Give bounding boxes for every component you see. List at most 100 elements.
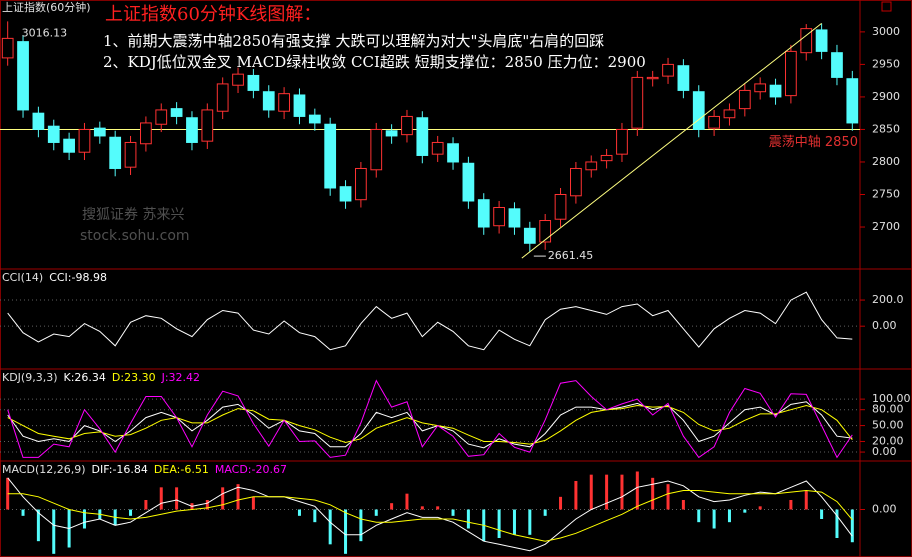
y-tick-label: 100.00 — [872, 392, 911, 405]
macd-bar — [681, 500, 685, 510]
candle-body — [631, 76, 644, 129]
y-tick-label: 2850 — [872, 122, 900, 135]
legend-entry: K:26.34 — [64, 371, 106, 384]
macd-bar — [236, 484, 240, 510]
y-tick-label: 0.00 — [872, 503, 897, 516]
y-tick-label: 2900 — [872, 90, 900, 103]
y-tick-label: 80.00 — [872, 403, 904, 416]
candle-body — [232, 73, 244, 86]
macd-bar — [589, 474, 593, 510]
watermark: stock.sohu.com — [80, 228, 190, 244]
macd-bar — [144, 500, 148, 510]
candle-body — [662, 63, 674, 77]
candle-body — [477, 199, 490, 228]
y-tick-label: 2950 — [872, 57, 900, 70]
legend-entry: DIF:-16.84 — [92, 463, 148, 476]
candle-body — [186, 117, 198, 143]
candle-body — [247, 74, 260, 91]
candle-body — [846, 78, 859, 124]
candle-body — [646, 76, 659, 80]
candle-body — [324, 123, 337, 189]
legend-entry: MACD:-20.67 — [215, 463, 287, 476]
candle-body — [385, 130, 398, 137]
candle-body — [815, 29, 828, 52]
legend-entry: J:32.42 — [161, 371, 200, 384]
macd-bar — [390, 503, 394, 510]
candle-body — [32, 112, 45, 130]
macd-bar — [159, 487, 163, 510]
candle-body — [140, 122, 152, 145]
macd-bar — [21, 509, 25, 516]
macd-bar — [727, 509, 731, 523]
macd-bar — [313, 509, 317, 523]
series-line — [7, 401, 853, 449]
candle-body — [508, 208, 521, 228]
legend-entry: CCI:-98.98 — [49, 271, 107, 284]
macd-bar — [466, 509, 470, 529]
candle-body — [278, 93, 290, 112]
note: 2、KDJ低位双金叉 MACD绿柱收敛 CCI超跌 短期支撑位：2850 压力位… — [103, 53, 646, 71]
trend-line — [521, 23, 822, 259]
candle-body — [355, 167, 367, 201]
y-tick-label: 50.00 — [872, 419, 904, 432]
candle-body — [616, 128, 628, 155]
y-tick-label: 0.00 — [872, 319, 897, 332]
y-tick-label: 3000 — [872, 25, 900, 38]
watermark: 搜狐证券 苏来兴 — [82, 207, 184, 223]
candle-body — [431, 141, 444, 155]
candle-body — [554, 193, 567, 220]
macd-bar — [635, 471, 639, 510]
candle-body — [692, 91, 705, 130]
candle-body — [447, 143, 459, 163]
high-label: 3016.13 — [22, 26, 68, 39]
candle-body — [370, 128, 383, 171]
candle-body — [416, 117, 429, 156]
macd-bar — [758, 506, 762, 510]
panel-title: CCI(14) — [2, 271, 43, 284]
macd-bar — [559, 496, 563, 510]
legend-entry: D:23.30 — [112, 371, 156, 384]
macd-bar — [743, 509, 747, 513]
macd-bar — [543, 509, 547, 516]
macd-bar — [605, 474, 609, 510]
macd-bar — [436, 506, 440, 510]
candle-body — [585, 161, 598, 171]
y-tick-label: 2750 — [872, 187, 900, 200]
macd-bar — [175, 487, 179, 510]
panel-title: KDJ(9,3,3) — [2, 371, 58, 384]
candle-body — [262, 91, 275, 111]
candle-body — [800, 28, 813, 54]
macd-bar — [129, 509, 133, 516]
low-label: 2661.45 — [548, 249, 594, 262]
macd-bar — [835, 509, 839, 538]
macd-bar — [359, 509, 363, 542]
candle-body — [708, 115, 720, 129]
macd-bar — [804, 490, 808, 510]
macd-bar — [297, 509, 301, 516]
y-tick-label: 200.0 — [872, 293, 904, 306]
candle-body — [785, 50, 797, 97]
candle-body — [754, 83, 767, 93]
macd-bar — [666, 484, 670, 510]
candle-body — [109, 136, 122, 169]
candle-body — [308, 114, 321, 124]
macd-bar — [789, 500, 793, 510]
macd-bar — [36, 509, 40, 542]
macd-bar — [620, 474, 624, 510]
candle-body — [293, 94, 306, 117]
macd-bar — [328, 509, 332, 545]
candle-body — [78, 128, 91, 153]
candle-body — [570, 167, 582, 197]
candle-body — [124, 141, 137, 168]
candle-body — [600, 154, 613, 162]
series-line — [7, 489, 853, 542]
candle-body — [155, 109, 168, 125]
candle-body — [523, 227, 536, 244]
macd-bar — [574, 481, 578, 510]
candle-body — [723, 109, 736, 119]
window-icon[interactable] — [881, 1, 892, 12]
macd-bar — [221, 487, 225, 510]
y-tick-label: 2800 — [872, 155, 900, 168]
macd-bar — [251, 496, 255, 510]
